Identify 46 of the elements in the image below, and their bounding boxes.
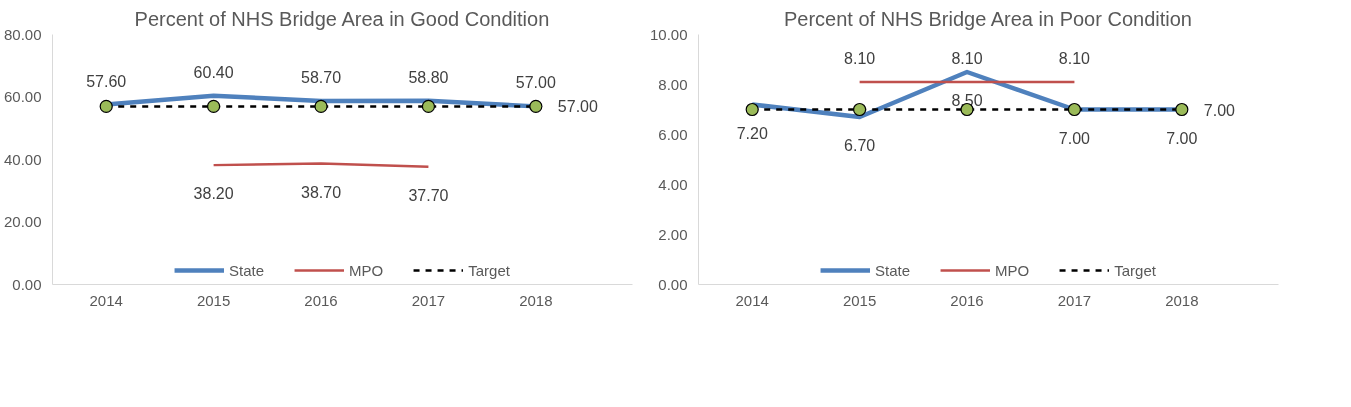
y-tick-label: 0.00 — [12, 275, 42, 293]
data-label: 58.70 — [301, 69, 342, 87]
legend-label: Target — [1114, 260, 1156, 280]
x-tick-label: 2017 — [411, 291, 446, 309]
x-tick-label: 2016 — [950, 291, 984, 309]
y-tick-label: 4.00 — [658, 175, 688, 193]
chart-title: Percent of NHS Bridge Area in Good Condition — [134, 7, 550, 30]
data-label: 8.10 — [951, 50, 983, 67]
x-tick-label: 2015 — [842, 291, 877, 309]
data-label: 60.40 — [193, 63, 234, 81]
legend-label: MPO — [995, 260, 1030, 280]
data-label: 37.70 — [408, 186, 449, 204]
data-label: 7.00 — [1058, 129, 1091, 147]
y-tick-label: 60.00 — [3, 88, 42, 105]
chart-title: Percent of NHS Bridge Area in Poor Condition — [783, 7, 1192, 30]
data-label: 7.00 — [1166, 129, 1198, 147]
data-label: 8.10 — [1058, 50, 1091, 67]
x-tick-label: 2016 — [304, 291, 338, 309]
legend-label: MPO — [349, 260, 384, 280]
data-label: 57.00 — [515, 74, 556, 92]
y-tick-label: 10.00 — [649, 25, 688, 43]
data-label: 38.20 — [193, 185, 234, 203]
x-tick-label: 2014 — [735, 291, 769, 309]
x-tick-label: 2018 — [519, 291, 553, 309]
y-tick-label: 40.00 — [3, 150, 42, 168]
x-tick-label: 2018 — [1165, 291, 1199, 309]
y-tick-label: 8.00 — [658, 75, 688, 93]
data-label: 57.60 — [86, 72, 127, 90]
data-label: 58.80 — [408, 68, 449, 86]
legend-label: Target — [468, 260, 510, 280]
legend-label: State — [875, 260, 911, 280]
y-tick-label: 0.00 — [658, 275, 688, 293]
y-tick-label: 2.00 — [658, 225, 688, 243]
x-tick-label: 2014 — [89, 291, 123, 309]
legend-label: State — [229, 260, 265, 280]
x-tick-label: 2015 — [196, 291, 231, 309]
data-label: 7.20 — [736, 124, 768, 142]
data-label: 8.10 — [844, 50, 876, 67]
y-tick-label: 6.00 — [658, 125, 688, 143]
y-tick-label: 80.00 — [3, 25, 42, 43]
data-label: 57.00 — [557, 98, 598, 116]
x-tick-label: 2017 — [1057, 291, 1092, 309]
data-label: 6.70 — [844, 137, 876, 154]
data-label: 38.70 — [301, 183, 342, 201]
data-label: 7.00 — [1203, 101, 1236, 119]
y-tick-label: 20.00 — [3, 213, 42, 230]
